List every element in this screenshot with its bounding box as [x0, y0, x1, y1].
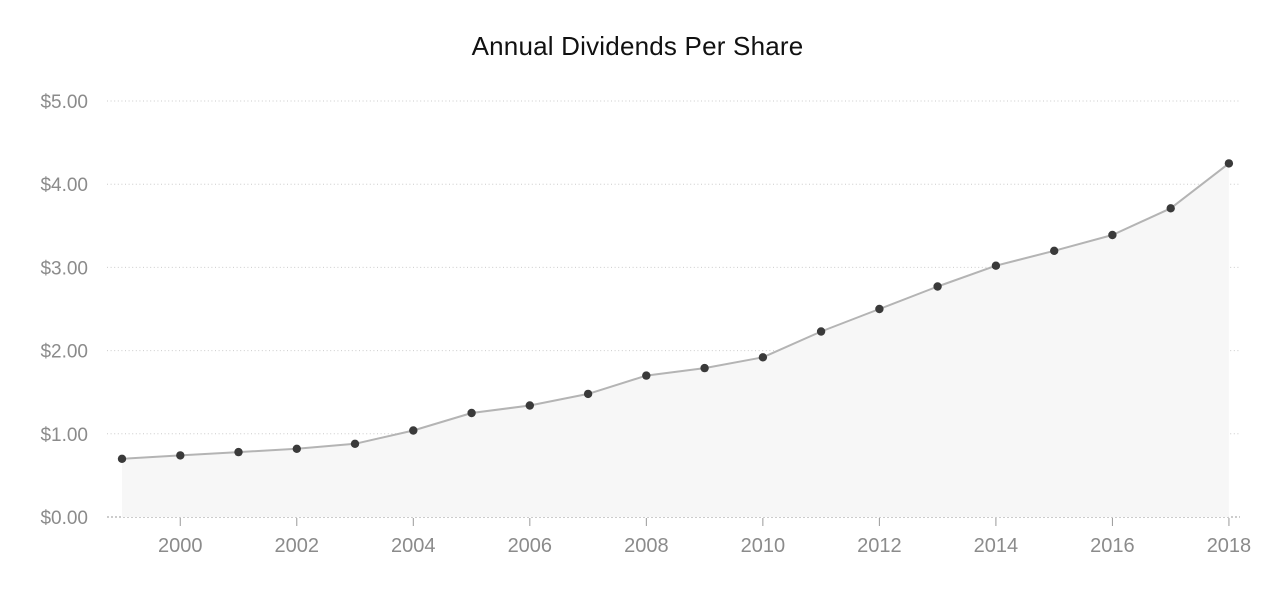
x-tick-label: 2012: [857, 535, 902, 557]
data-point-marker: [409, 426, 418, 435]
data-point-marker: [583, 389, 593, 399]
data-point-marker: [875, 304, 884, 314]
x-tick-label: 2016: [1090, 535, 1135, 557]
y-tick-label: $2.00: [40, 342, 88, 363]
data-point-marker: [991, 261, 1001, 270]
data-point-marker: [642, 371, 651, 380]
data-point-marker: [234, 447, 243, 457]
dividends-line: [121, 162, 1230, 460]
y-tick-label: $5.00: [40, 92, 88, 113]
data-point-marker: [816, 327, 826, 336]
x-tick-label: 2018: [1207, 535, 1252, 557]
y-tick-label: $0.00: [40, 508, 88, 529]
data-point-marker: [933, 282, 942, 291]
x-tick-label: 2008: [624, 535, 669, 557]
y-tick-label: $4.00: [40, 175, 88, 196]
dividends-points: [117, 159, 1234, 463]
y-tick-label: $3.00: [40, 258, 88, 279]
x-axis-labels: 2000 2002 2004 2006 2008 2010 2012 2014 2016 2018: [158, 535, 1251, 557]
data-point-marker: [1108, 230, 1117, 240]
y-tick-label: $1.00: [40, 425, 88, 446]
data-point-marker: [176, 451, 185, 460]
x-tick-label: 2010: [741, 535, 786, 557]
data-point-marker: [1224, 159, 1234, 168]
x-tick-label: 2000: [158, 535, 203, 557]
data-point-marker: [1166, 204, 1175, 213]
dividends-area-fill: [122, 163, 1229, 517]
data-point-marker: [350, 439, 360, 448]
x-tick-label: 2004: [391, 535, 436, 557]
x-tick-label: 2006: [508, 535, 553, 557]
data-point-marker: [467, 408, 476, 418]
data-point-marker: [758, 353, 768, 362]
x-tick-label: 2002: [275, 535, 320, 557]
y-axis-labels: $0.00 $1.00 $2.00 $3.00 $4.00 $5.00: [40, 92, 88, 529]
data-point-marker: [700, 363, 709, 373]
data-point-marker: [525, 401, 534, 410]
data-point-marker: [117, 454, 127, 463]
chart-title: Annual Dividends Per Share: [471, 31, 804, 61]
data-point-marker: [1050, 246, 1059, 255]
x-axis-ticks: [179, 518, 1230, 526]
x-tick-label: 2014: [974, 535, 1019, 557]
data-point-marker: [292, 444, 301, 453]
